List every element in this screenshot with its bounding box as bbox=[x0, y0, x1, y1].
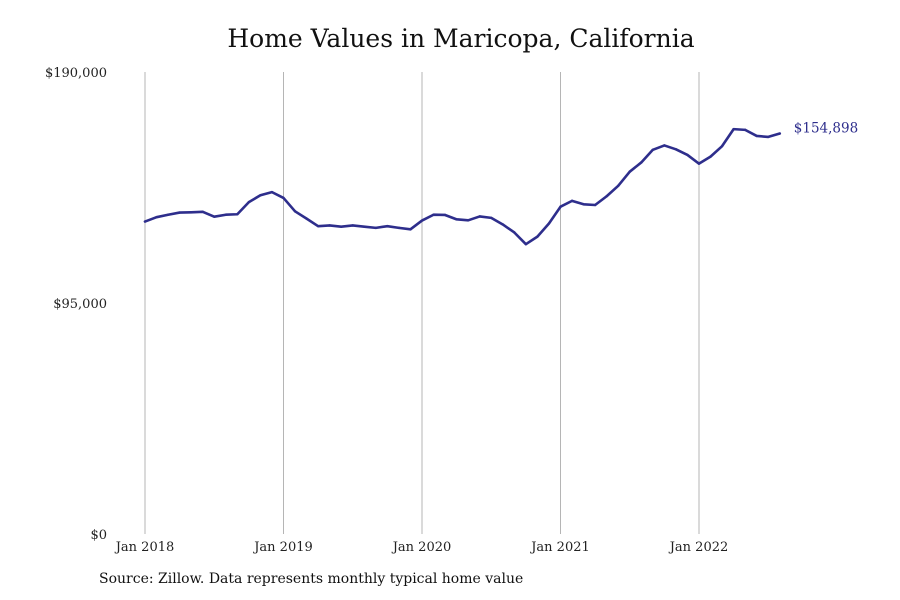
data-point bbox=[582, 203, 585, 206]
data-point bbox=[328, 224, 331, 227]
data-point bbox=[743, 128, 747, 132]
data-point bbox=[674, 148, 678, 151]
data-point bbox=[305, 217, 308, 220]
data-point bbox=[640, 161, 643, 164]
data-point bbox=[259, 194, 262, 197]
data-point bbox=[663, 144, 666, 147]
data-point bbox=[189, 211, 193, 214]
data-point bbox=[178, 211, 181, 214]
data-point bbox=[732, 127, 735, 131]
data-point bbox=[340, 225, 343, 228]
data-point bbox=[686, 153, 689, 157]
x-tick-label: Jan 2021 bbox=[529, 540, 590, 555]
data-point bbox=[443, 213, 447, 217]
y-axis-ticks: $0 $95,000 $190,000 bbox=[45, 66, 107, 543]
data-point bbox=[628, 170, 631, 173]
data-point bbox=[166, 213, 170, 216]
data-point bbox=[524, 242, 528, 246]
data-point bbox=[697, 162, 701, 165]
data-point bbox=[224, 213, 227, 216]
data-point bbox=[767, 135, 770, 139]
data-point bbox=[374, 226, 378, 230]
data-point bbox=[755, 134, 758, 138]
y-tick-label: $0 bbox=[90, 528, 107, 543]
data-point bbox=[270, 190, 274, 194]
data-point bbox=[397, 226, 401, 230]
data-point bbox=[593, 203, 597, 207]
y-tick-label: $190,000 bbox=[45, 66, 107, 81]
data-point bbox=[409, 228, 412, 231]
data-point bbox=[386, 224, 389, 228]
x-axis-ticks: Jan 2018 Jan 2019 Jan 2020 Jan 2021 Jan 2022 bbox=[114, 540, 729, 555]
data-point bbox=[213, 215, 216, 218]
data-point bbox=[720, 144, 724, 148]
chart-title: Home Values in Maricopa, California bbox=[227, 24, 695, 53]
x-tick-label: Jan 2020 bbox=[391, 540, 452, 555]
data-point bbox=[351, 224, 354, 227]
data-point bbox=[247, 200, 251, 204]
data-point bbox=[547, 222, 551, 225]
last-value-label: $154,898 bbox=[794, 121, 858, 137]
data-point bbox=[201, 210, 204, 214]
data-point bbox=[432, 213, 435, 216]
data-point bbox=[363, 225, 366, 228]
data-point bbox=[617, 184, 620, 187]
data-point bbox=[570, 199, 574, 203]
data-point bbox=[478, 215, 481, 218]
data-point bbox=[282, 196, 285, 200]
data-point bbox=[778, 132, 781, 135]
data-point bbox=[709, 155, 712, 158]
x-tick-label: Jan 2022 bbox=[668, 540, 729, 555]
data-point bbox=[455, 218, 458, 221]
x-tick-label: Jan 2018 bbox=[114, 540, 175, 555]
data-point bbox=[501, 223, 504, 226]
data-point bbox=[155, 215, 158, 219]
data-point bbox=[536, 235, 539, 238]
grid-lines bbox=[144, 72, 700, 534]
data-point bbox=[559, 205, 562, 208]
series-line bbox=[143, 127, 782, 246]
x-tick-label: Jan 2019 bbox=[252, 540, 313, 555]
data-point bbox=[143, 220, 147, 223]
data-point bbox=[293, 210, 297, 213]
y-tick-label: $95,000 bbox=[53, 297, 107, 312]
series-layer bbox=[143, 127, 782, 246]
data-point bbox=[513, 231, 516, 234]
value-label-layer: $154,898 bbox=[794, 121, 858, 137]
source-note: Source: Zillow. Data represents monthly … bbox=[99, 571, 524, 587]
data-point bbox=[605, 195, 608, 198]
data-point bbox=[490, 216, 493, 220]
data-point bbox=[316, 224, 320, 228]
data-point bbox=[420, 219, 424, 222]
data-point bbox=[651, 148, 655, 152]
data-point bbox=[236, 213, 239, 216]
data-point bbox=[466, 219, 470, 222]
